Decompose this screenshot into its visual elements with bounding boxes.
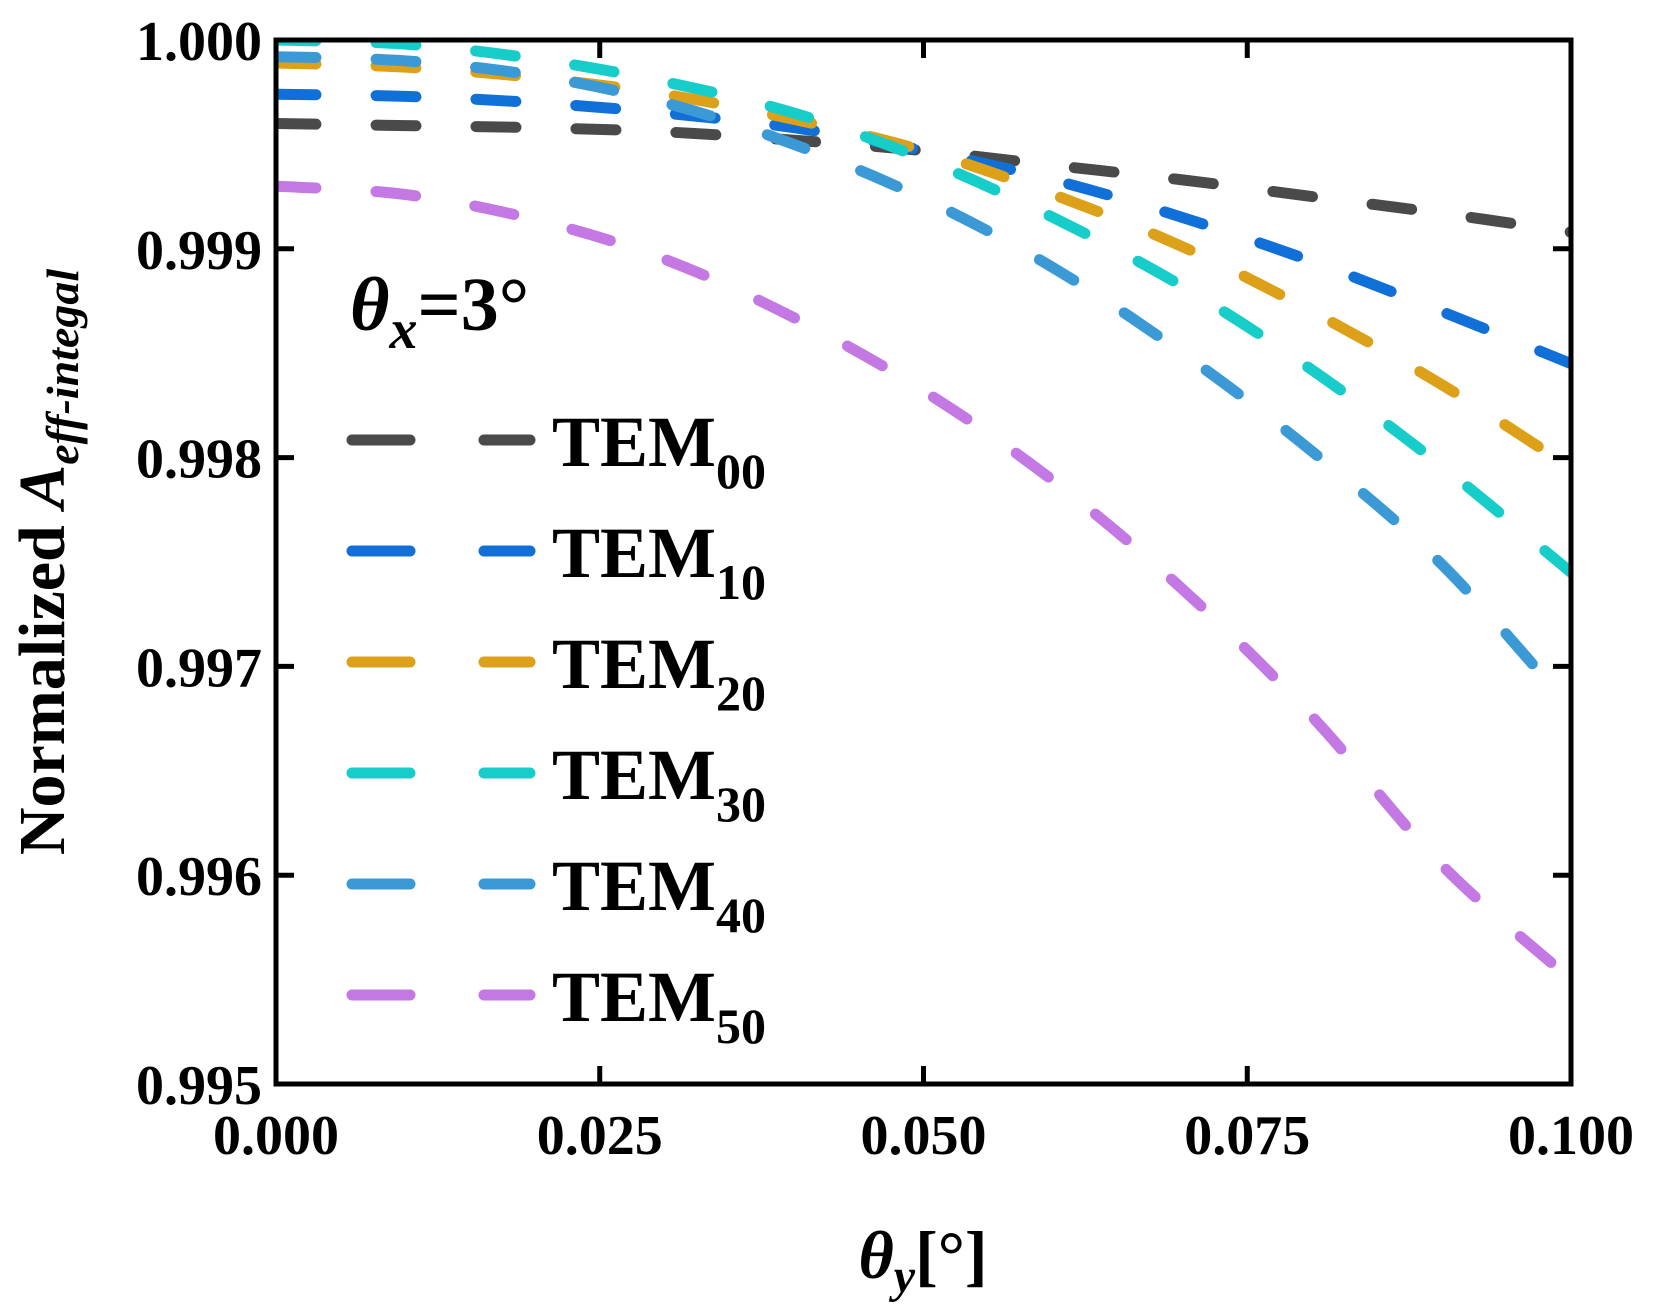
- y-tick-label-4: 0.999: [136, 220, 262, 282]
- y-tick-label-5: 1.000: [136, 11, 262, 73]
- y-tick-label-1: 0.996: [136, 846, 262, 908]
- legend-label-tem30: TEM30: [552, 735, 766, 832]
- x-axis-subscript: y: [889, 1250, 916, 1303]
- y-tick-label-2: 0.997: [136, 637, 262, 699]
- y-axis-title: Normalized Aeff-integal: [6, 269, 88, 856]
- x-tick-label-4: 0.100: [1508, 1105, 1634, 1167]
- annotation-value: =3°: [417, 263, 529, 347]
- legend-item-tem10: TEM10: [346, 513, 766, 610]
- y-axis-symbol: A: [6, 465, 79, 513]
- x-axis-unit: [°]: [915, 1217, 987, 1293]
- y-tick-label-3: 0.998: [136, 429, 262, 491]
- legend-label-tem00: TEM00: [552, 402, 766, 499]
- y-tick-label-0: 0.995: [136, 1055, 262, 1117]
- x-tick-label-2: 0.050: [861, 1105, 987, 1167]
- legend: TEM00 TEM10 TEM20 TEM30 TEM40 TEM50: [346, 402, 766, 1054]
- series-line-tem40: [276, 51, 1571, 714]
- legend-item-tem20: TEM20: [346, 624, 766, 721]
- y-tick-labels: 0.995 0.996 0.997 0.998 0.999 1.000: [136, 11, 262, 1117]
- x-tick-label-0: 0.000: [213, 1105, 339, 1167]
- y-axis-prefix: Normalized: [6, 509, 79, 855]
- plot-frame: [273, 37, 1574, 1087]
- legend-label-tem10: TEM10: [552, 513, 766, 610]
- y-axis-subscript: eff-integal: [37, 269, 88, 465]
- legend-item-tem00: TEM00: [346, 402, 766, 499]
- legend-item-tem30: TEM30: [346, 735, 766, 832]
- series-line-tem30: [276, 40, 1571, 578]
- angle-annotation: θx=3°: [350, 263, 529, 361]
- legend-label-tem40: TEM40: [552, 846, 766, 943]
- series-layer: [276, 40, 1571, 986]
- x-axis-title: θy[°]: [858, 1217, 987, 1303]
- legend-item-tem40: TEM40: [346, 846, 766, 943]
- series-line-tem00: [276, 118, 1571, 238]
- x-axis-symbol: θ: [858, 1217, 893, 1293]
- legend-label-tem20: TEM20: [552, 624, 766, 721]
- x-tick-label-1: 0.025: [537, 1105, 663, 1167]
- legend-label-tem50: TEM50: [552, 957, 766, 1054]
- annotation-symbol: θ: [350, 263, 389, 347]
- x-tick-labels: 0.000 0.025 0.050 0.075 0.100: [213, 1105, 1634, 1167]
- x-tick-label-3: 0.075: [1184, 1105, 1310, 1167]
- legend-item-tem50: TEM50: [346, 957, 766, 1054]
- series-line-tem10: [276, 88, 1571, 370]
- ticks-layer: [273, 37, 1574, 1087]
- series-line-tem50: [276, 180, 1571, 986]
- annotation-subscript: x: [388, 299, 417, 361]
